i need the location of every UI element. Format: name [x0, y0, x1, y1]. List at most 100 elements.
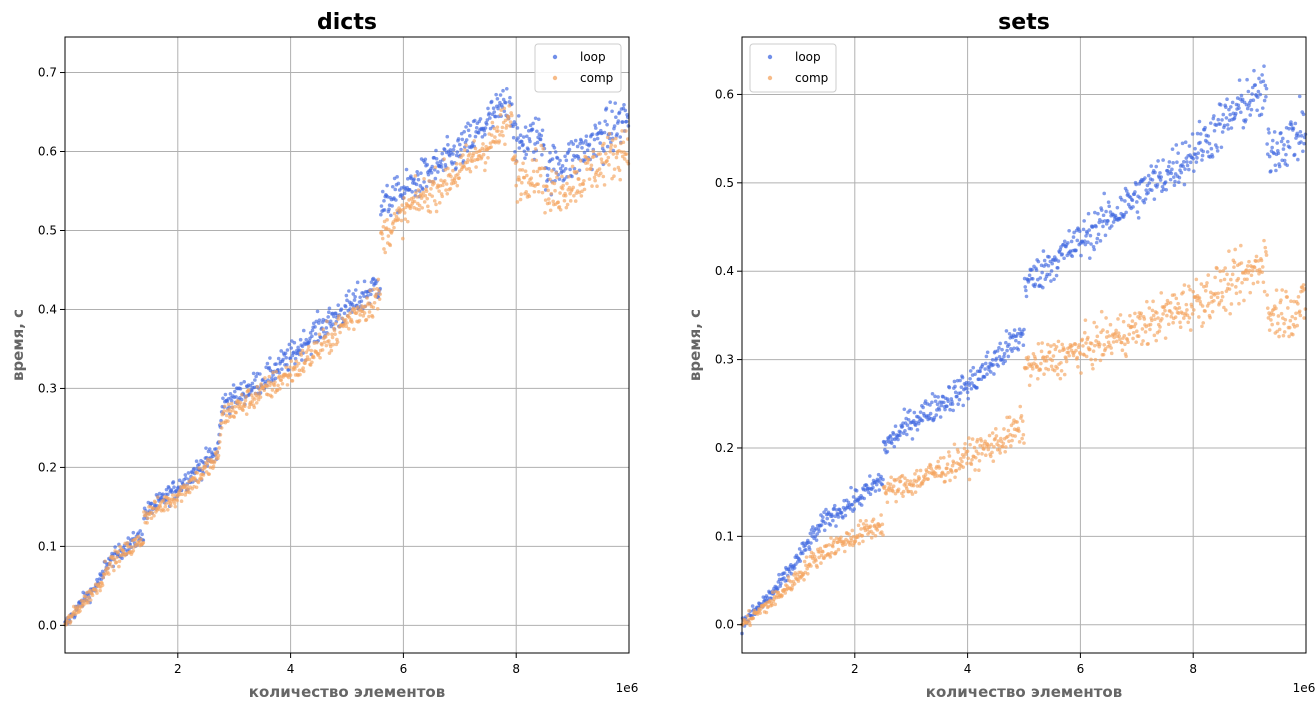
data-point	[994, 434, 999, 438]
data-point	[250, 399, 255, 404]
data-point	[848, 507, 853, 511]
data-point	[562, 177, 567, 181]
data-point	[415, 169, 419, 174]
data-point	[819, 523, 824, 527]
data-point	[1076, 364, 1080, 369]
data-point	[961, 465, 966, 469]
data-point	[1030, 276, 1035, 281]
data-point	[558, 207, 563, 212]
data-point	[222, 409, 226, 413]
data-point	[965, 461, 969, 466]
data-point	[860, 533, 865, 538]
data-point	[485, 118, 490, 122]
data-point	[1026, 355, 1031, 359]
data-point	[1123, 199, 1127, 203]
data-point	[1084, 341, 1088, 345]
data-point	[581, 141, 586, 145]
data-point	[466, 121, 470, 126]
data-point	[523, 169, 528, 173]
data-point	[1222, 305, 1226, 310]
data-point	[1264, 94, 1268, 99]
data-point	[1251, 98, 1256, 103]
data-point	[453, 180, 458, 185]
data-point	[1150, 308, 1155, 313]
data-point	[1269, 169, 1273, 173]
data-point	[126, 536, 131, 540]
series-loop	[740, 64, 1308, 636]
data-point	[1059, 369, 1064, 373]
data-point	[1159, 175, 1164, 179]
data-point	[223, 404, 227, 409]
data-point	[429, 170, 434, 175]
data-point	[472, 139, 477, 143]
data-point	[575, 170, 579, 174]
data-point	[776, 590, 781, 595]
data-point	[172, 485, 176, 490]
data-point	[609, 146, 613, 151]
data-point	[352, 327, 356, 332]
data-point	[437, 189, 441, 193]
series-comp	[740, 238, 1308, 628]
data-point	[624, 129, 628, 133]
data-point	[572, 193, 576, 198]
data-point	[1258, 92, 1263, 97]
data-point	[115, 555, 119, 560]
data-point	[1280, 288, 1284, 292]
data-point	[879, 530, 884, 534]
data-point	[1294, 311, 1298, 316]
data-point	[1050, 358, 1054, 363]
data-point	[372, 300, 377, 305]
data-point	[1012, 328, 1017, 332]
data-point	[954, 468, 959, 473]
data-point	[1201, 149, 1206, 154]
data-point	[1092, 320, 1096, 325]
data-point	[451, 152, 455, 156]
data-point	[853, 539, 858, 543]
data-point	[445, 134, 450, 139]
data-point	[604, 151, 608, 156]
data-point	[468, 152, 472, 156]
data-point	[364, 317, 369, 322]
data-point	[994, 356, 999, 361]
data-point	[1030, 367, 1035, 371]
data-point	[1186, 320, 1190, 325]
data-point	[308, 363, 313, 367]
data-point	[1222, 123, 1227, 128]
data-point	[1099, 208, 1104, 212]
data-point	[822, 510, 826, 515]
data-point	[894, 499, 898, 504]
data-point	[905, 486, 909, 491]
data-point	[1297, 309, 1302, 314]
y-tick-label: 0.3	[715, 353, 734, 367]
data-point	[357, 318, 362, 323]
data-point	[581, 182, 586, 186]
data-point	[1250, 92, 1254, 96]
data-point	[1285, 295, 1289, 299]
data-point	[996, 364, 1001, 368]
data-point	[1256, 89, 1261, 94]
data-point	[505, 86, 509, 91]
data-point	[145, 521, 149, 525]
data-point	[1301, 283, 1306, 287]
data-point	[849, 485, 853, 490]
data-point	[1175, 160, 1179, 165]
data-point	[483, 168, 487, 173]
data-point	[1046, 367, 1051, 372]
data-point	[1095, 236, 1100, 241]
data-point	[1103, 346, 1108, 351]
data-point	[1255, 280, 1260, 284]
data-point	[592, 154, 596, 159]
data-point	[255, 384, 260, 389]
data-point	[908, 408, 912, 413]
data-point	[1046, 263, 1051, 268]
data-point	[973, 455, 978, 460]
data-point	[564, 205, 569, 210]
data-point	[1222, 277, 1227, 282]
data-point	[301, 369, 306, 374]
data-point	[1220, 290, 1224, 295]
data-point	[1218, 122, 1222, 126]
data-point	[508, 124, 512, 128]
data-point	[563, 154, 567, 159]
data-point	[997, 447, 1002, 452]
data-point	[745, 614, 750, 618]
